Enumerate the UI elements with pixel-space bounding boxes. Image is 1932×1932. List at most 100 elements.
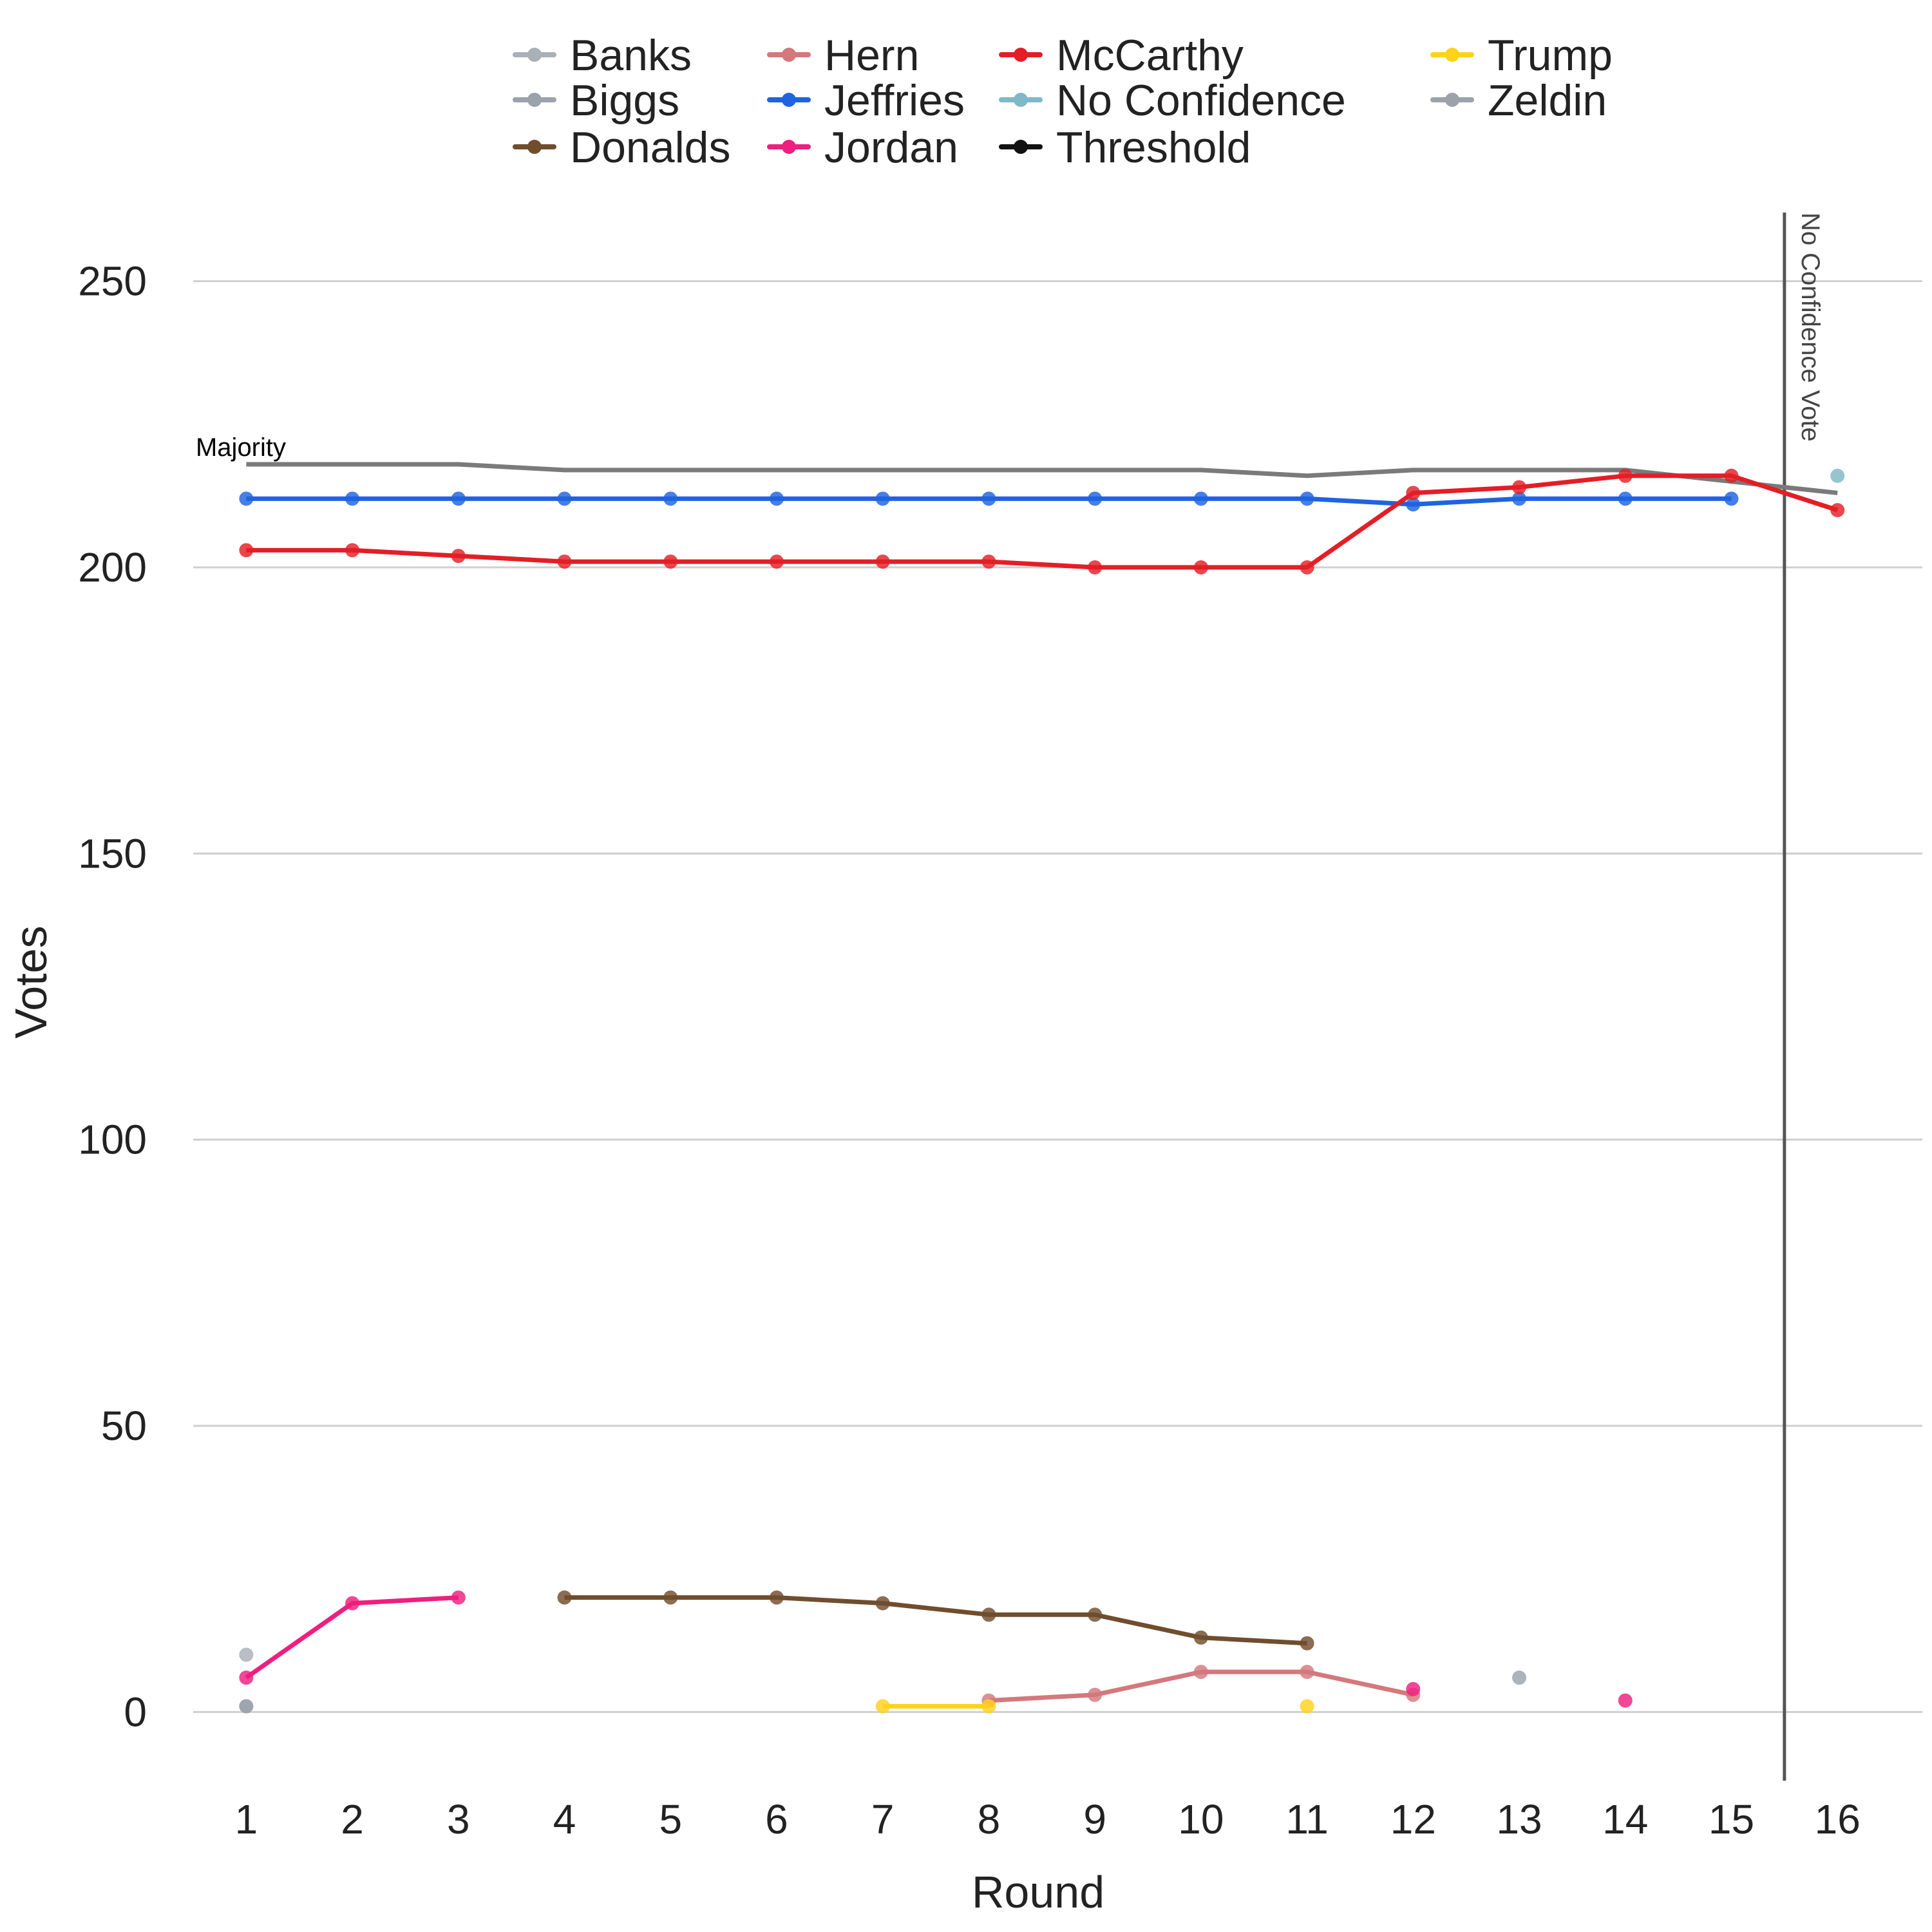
x-tick-3: 3	[447, 1796, 470, 1842]
point-donalds-round-10	[1193, 1630, 1208, 1645]
point-hern-round-9	[1088, 1687, 1103, 1702]
series-group	[239, 468, 1845, 1714]
point-trump-round-8	[981, 1699, 996, 1714]
x-tick-6: 6	[765, 1796, 788, 1842]
legend-marker-mccarthy	[1014, 48, 1028, 62]
legend-marker-banks	[527, 48, 542, 62]
y-tick-250: 250	[78, 258, 147, 305]
x-tick-4: 4	[553, 1796, 576, 1842]
point-hern-round-10	[1193, 1665, 1208, 1680]
point-zeldin-round-1	[239, 1699, 254, 1714]
point-jeffries-round-7	[875, 491, 890, 506]
legend-label-banks: Banks	[570, 31, 692, 80]
y-tick-50: 50	[101, 1403, 147, 1449]
point-jeffries-round-12	[1406, 497, 1421, 512]
point-mccarthy-round-6	[769, 554, 784, 569]
legend-marker-jordan	[782, 140, 796, 154]
point-biggs-round-13	[1512, 1671, 1527, 1685]
x-tick-15: 15	[1709, 1796, 1754, 1842]
x-tick-11: 11	[1285, 1796, 1328, 1842]
point-mccarthy-round-9	[1088, 560, 1103, 574]
point-mccarthy-round-12	[1406, 486, 1421, 500]
series-line-mccarthy	[246, 473, 1839, 570]
x-axis-title: Round	[972, 1867, 1104, 1917]
y-tick-0: 0	[124, 1689, 147, 1735]
legend-label-no-confidence: No Confidence	[1056, 76, 1346, 125]
point-mccarthy-round-11	[1300, 560, 1314, 574]
point-mccarthy-round-16	[1830, 503, 1845, 518]
legend-label-trump: Trump	[1488, 31, 1613, 80]
point-mccarthy-round-2	[345, 543, 360, 558]
x-tick-14: 14	[1602, 1796, 1648, 1842]
point-jordan-round-1	[239, 1671, 254, 1685]
x-tick-16: 16	[1815, 1796, 1861, 1842]
legend-marker-trump	[1445, 48, 1459, 62]
point-donalds-round-5	[663, 1590, 678, 1605]
point-jeffries-round-5	[663, 491, 678, 506]
point-mccarthy-round-13	[1512, 480, 1527, 495]
point-mccarthy-round-5	[663, 554, 678, 569]
y-tick-150: 150	[78, 830, 147, 876]
series-line-donalds	[564, 1595, 1307, 1646]
legend-label-hern: Hern	[824, 31, 919, 80]
legend-marker-biggs	[527, 93, 542, 107]
x-tick-2: 2	[341, 1796, 364, 1842]
point-mccarthy-round-15	[1724, 468, 1739, 483]
point-donalds-round-11	[1300, 1636, 1314, 1651]
point-banks-round-1	[239, 1647, 254, 1662]
point-mccarthy-round-4	[557, 554, 572, 569]
majority-line	[246, 462, 1838, 495]
x-tick-labels: 1 2 3 4 5 6 7 8 9 10 11 12 13 14 15 16	[235, 1796, 1861, 1842]
legend-marker-hern	[782, 48, 796, 62]
point-jeffries-round-6	[769, 491, 784, 506]
majority-annotation: Majority	[196, 433, 286, 462]
x-tick-1: 1	[235, 1796, 258, 1842]
point-jordan-round-3	[451, 1590, 466, 1605]
point-trump-round-11	[1300, 1699, 1314, 1714]
point-no-confidence-round-16	[1830, 468, 1845, 483]
legend-marker-jeffries	[782, 93, 796, 107]
point-hern-round-11	[1300, 1665, 1314, 1680]
majority-line-group	[246, 462, 1838, 495]
point-donalds-round-8	[981, 1607, 996, 1622]
point-mccarthy-round-10	[1193, 560, 1208, 574]
point-jeffries-round-15	[1724, 491, 1739, 506]
x-tick-12: 12	[1390, 1796, 1436, 1842]
x-tick-13: 13	[1496, 1796, 1542, 1842]
legend-label-jordan: Jordan	[824, 123, 958, 172]
legend-marker-donalds	[527, 140, 542, 154]
point-jordan-round-14	[1618, 1693, 1633, 1708]
no-confidence-vote-annotation: No Confidence Vote	[1796, 213, 1824, 442]
x-tick-7: 7	[871, 1796, 895, 1842]
legend-label-jeffries: Jeffries	[824, 76, 965, 125]
point-jeffries-round-8	[981, 491, 996, 506]
legend-marker-threshold	[1014, 140, 1028, 154]
legend-label-biggs: Biggs	[570, 76, 679, 125]
legend-marker-zeldin	[1445, 93, 1459, 107]
point-donalds-round-6	[769, 1590, 784, 1605]
point-jeffries-round-11	[1300, 491, 1314, 506]
y-tick-200: 200	[78, 544, 147, 591]
y-tick-100: 100	[78, 1117, 147, 1163]
x-tick-8: 8	[978, 1796, 1001, 1842]
x-tick-9: 9	[1083, 1796, 1106, 1842]
point-trump-round-7	[875, 1699, 890, 1714]
point-mccarthy-round-7	[875, 554, 890, 569]
legend-label-donalds: Donalds	[570, 123, 731, 172]
y-axis-title: Votes	[6, 925, 56, 1038]
point-mccarthy-round-1	[239, 543, 254, 558]
point-jeffries-round-4	[557, 491, 572, 506]
point-mccarthy-round-14	[1618, 468, 1633, 483]
point-donalds-round-7	[875, 1596, 890, 1611]
point-donalds-round-9	[1088, 1607, 1103, 1622]
point-jeffries-round-3	[451, 491, 466, 506]
x-tick-5: 5	[659, 1796, 682, 1842]
point-jeffries-round-2	[345, 491, 360, 506]
point-jeffries-round-9	[1088, 491, 1103, 506]
legend-label-threshold: Threshold	[1056, 123, 1251, 172]
x-tick-10: 10	[1178, 1796, 1224, 1842]
point-jeffries-round-10	[1193, 491, 1208, 506]
point-jeffries-round-1	[239, 491, 254, 506]
